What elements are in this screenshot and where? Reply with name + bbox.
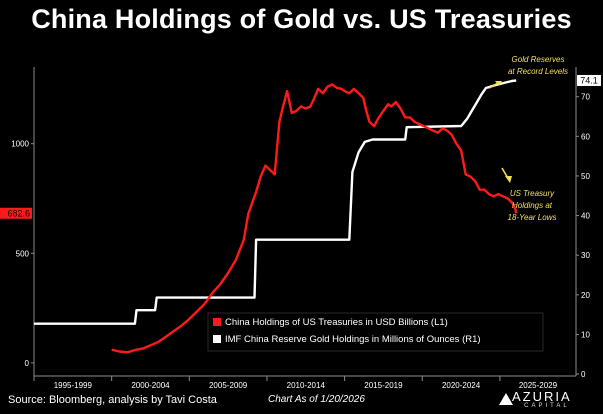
- chart-title: China Holdings of Gold vs. US Treasuries: [31, 4, 572, 34]
- footer-date: Chart As of 1/20/2026: [268, 394, 365, 405]
- left-current-value-tag: 682.6: [0, 207, 32, 219]
- logo-subtitle: CAPITAL: [524, 403, 570, 409]
- gold-annotation-line-1: Gold Reserves: [512, 55, 565, 64]
- x-axis-tick-label: 2025-2029: [519, 381, 558, 390]
- right-axis-tick-label: 70: [581, 93, 590, 102]
- logo: AZURIA CAPITAL: [512, 390, 572, 409]
- right-axis-tick-label: 0: [581, 370, 586, 379]
- legend-swatch-gold: [213, 335, 221, 343]
- treasury-annotation-arrowhead: [505, 176, 512, 183]
- right-axis-tick-label: 60: [581, 132, 590, 141]
- x-axis-tick-label: 2015-2019: [364, 381, 403, 390]
- legend-box: [207, 312, 544, 352]
- legend: China Holdings of US Treasuries in USD B…: [207, 312, 544, 352]
- right-current-value: 74.1: [580, 75, 598, 85]
- right-axis-ticks: 0 10 20 30 40 50 60 70: [576, 93, 590, 379]
- left-axis-tick-label: 1000: [11, 140, 29, 149]
- gold-holdings-line: [34, 79, 517, 325]
- right-current-value-tag: 74.1: [577, 74, 601, 86]
- treasury-annotation: US Treasury Holdings at 18-Year Lows: [501, 167, 557, 222]
- x-axis-tick-label: 2010-2014: [287, 381, 326, 390]
- x-axis-tick-label: 2000-2004: [131, 381, 170, 390]
- treasury-holdings-line: [111, 83, 518, 354]
- treasury-annotation-line-1: US Treasury: [510, 189, 555, 198]
- legend-swatch-treasuries: [213, 318, 221, 326]
- right-axis-tick-label: 10: [581, 330, 590, 339]
- treasury-annotation-line-3: 18-Year Lows: [508, 213, 557, 222]
- footer-source: Source: Bloomberg, analysis by Tavi Cost…: [8, 394, 217, 406]
- x-axis-tick-label: 2020-2024: [442, 381, 481, 390]
- left-axis-tick-label: 0: [25, 359, 30, 368]
- x-axis-tick-label: 1995-1999: [54, 381, 93, 390]
- left-axis-tick-label: 500: [16, 249, 30, 258]
- logo-icon: [499, 393, 513, 405]
- legend-label-treasuries: China Holdings of US Treasuries in USD B…: [225, 317, 448, 328]
- x-axis-tick-label: 2005-2009: [209, 381, 248, 390]
- logo-name: AZURIA: [512, 389, 572, 404]
- treasury-annotation-line-2: Holdings at: [512, 201, 553, 210]
- gold-annotation-line-2: at Record Levels: [508, 67, 568, 76]
- left-current-value: 682.6: [7, 208, 30, 218]
- gold-annotation: Gold Reserves at Record Levels: [488, 55, 568, 89]
- right-axis-tick-label: 40: [581, 212, 590, 221]
- gold-annotation-arrowhead: [495, 81, 502, 86]
- x-axis-ticks: 1995-1999 2000-2004 2005-2009 2010-2014 2015…: [33, 376, 558, 390]
- legend-label-gold: IMF China Reserve Gold Holdings in Milli…: [225, 334, 481, 345]
- right-axis-tick-label: 20: [581, 291, 590, 300]
- right-axis-tick-label: 50: [581, 172, 590, 181]
- right-axis-tick-label: 30: [581, 251, 590, 260]
- left-axis-ticks: 0 500 1000: [11, 140, 34, 368]
